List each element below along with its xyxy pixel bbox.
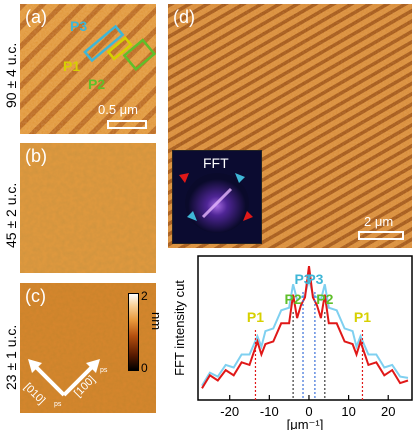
colorbar-max: 2 <box>141 289 148 303</box>
xtick-label-0: -20 <box>220 404 239 419</box>
profile-label-p2: P2 <box>88 76 106 92</box>
peak-label-1: P2 <box>285 291 302 307</box>
axis-sub-ps-1: ps <box>54 401 62 408</box>
peak-label-0: P1 <box>247 309 264 325</box>
scale-text-a: 0.5 μm <box>98 102 139 117</box>
fft-marker-red-2 <box>243 211 253 221</box>
profile-label-p3: P3 <box>70 18 88 34</box>
xtick-label-3: 10 <box>341 404 355 419</box>
x-axis-label: [μm⁻¹] <box>287 417 324 430</box>
panel-label-d: (d) <box>173 7 195 27</box>
afm-image-a <box>20 4 156 134</box>
profile-box-p3 <box>83 24 125 63</box>
thickness-a: 90 ± 4 u.c. <box>3 42 19 108</box>
afm-panel-c: (c) [010] [100] ps ps 2 0 <box>20 283 156 413</box>
afm-panel-b: (b) <box>20 143 156 273</box>
peak-label-5: P1 <box>354 309 371 325</box>
profile-box-p2 <box>122 38 156 72</box>
fft-chart: P1 P2 P3 P3 P2 P1 -20 -10 0 10 20 [μm⁻¹] FFT intensi… <box>168 252 416 432</box>
scale-text-d: 2 μm <box>364 214 394 229</box>
axis-sub-ps-2: ps <box>100 367 108 374</box>
thickness-c: 23 ± 1 u.c. <box>3 324 19 390</box>
plot-frame <box>197 255 413 401</box>
fft-marker-cyan-1 <box>235 173 245 183</box>
peak-label-4: P2 <box>316 291 333 307</box>
curve-red <box>201 265 409 389</box>
profile-label-p1: P1 <box>63 58 81 74</box>
arrow-head-010 <box>28 359 42 373</box>
fft-marker-red-1 <box>179 173 189 183</box>
fft-inset: FFT <box>172 150 262 244</box>
colorbar-unit: nm <box>149 312 164 331</box>
afm-panel-d: (d) FFT 2 μm <box>168 4 412 248</box>
scale-bar-d <box>358 231 404 240</box>
peak-label-2: P3 <box>294 271 311 287</box>
fft-label: FFT <box>203 155 229 171</box>
xtick-label-2: 0 <box>305 404 312 419</box>
y-axis-label: FFT intensity cut <box>172 280 187 376</box>
profile-box-p1 <box>106 36 133 61</box>
crystal-axes <box>32 363 96 397</box>
panel-label-a: (a) <box>25 7 47 27</box>
panel-label-b: (b) <box>25 146 47 166</box>
xtick-label-4: 20 <box>381 404 395 419</box>
thickness-b: 45 ± 2 u.c. <box>3 182 19 248</box>
fft-image <box>173 151 261 243</box>
afm-image-b <box>20 143 156 273</box>
fft-marker-cyan-2 <box>187 211 197 221</box>
colorbar <box>128 293 139 371</box>
scale-bar-a <box>107 120 147 129</box>
peak-label-3: P3 <box>306 271 323 287</box>
xtick-label-1: -10 <box>260 404 279 419</box>
colorbar-min: 0 <box>141 361 148 375</box>
afm-panel-a: (a) P3 P1 P2 0.5 μm <box>20 4 156 134</box>
arrow-head-100 <box>86 359 100 373</box>
panel-label-c: (c) <box>25 286 46 306</box>
